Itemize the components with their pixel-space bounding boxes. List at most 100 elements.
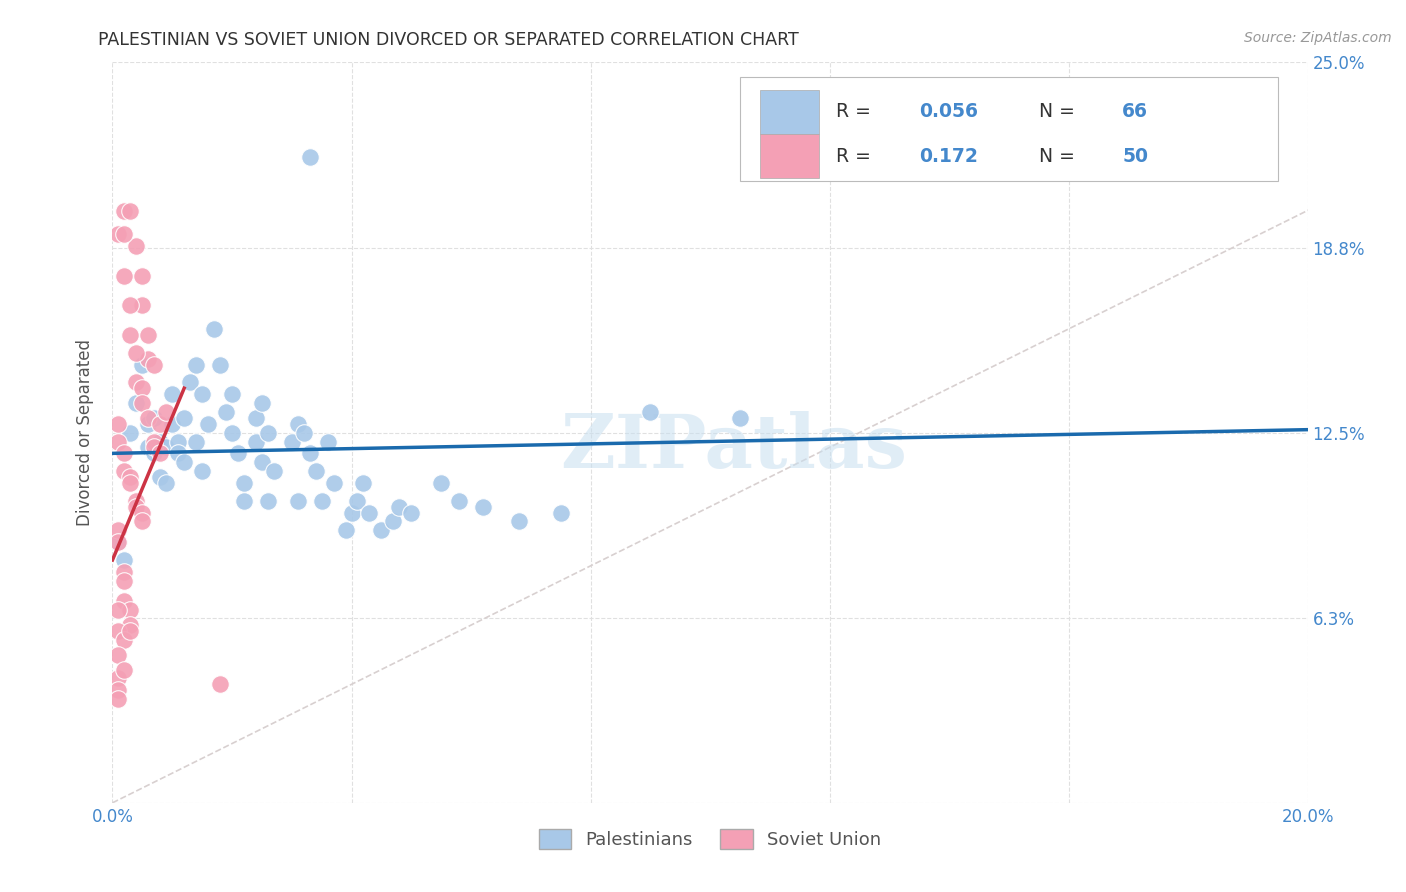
Point xyxy=(149,417,172,431)
Point xyxy=(728,410,751,425)
Point xyxy=(359,506,381,520)
Point xyxy=(125,376,148,390)
Point xyxy=(382,515,405,529)
Point xyxy=(233,475,256,490)
Point xyxy=(640,405,662,419)
Point xyxy=(138,441,160,455)
Point xyxy=(155,441,177,455)
Text: 0.172: 0.172 xyxy=(920,146,979,166)
Point xyxy=(287,493,309,508)
Point xyxy=(114,268,135,283)
Point xyxy=(245,434,267,449)
Point xyxy=(346,493,368,508)
Text: N =: N = xyxy=(1039,146,1081,166)
Point xyxy=(167,446,190,460)
Point xyxy=(191,464,214,478)
Legend: Palestinians, Soviet Union: Palestinians, Soviet Union xyxy=(531,822,889,856)
Point xyxy=(353,475,375,490)
Point xyxy=(114,203,135,218)
Point xyxy=(401,506,423,520)
Point xyxy=(114,565,135,579)
Point xyxy=(120,624,142,638)
Point xyxy=(186,358,208,372)
Point xyxy=(131,381,153,395)
Point xyxy=(120,425,142,440)
Text: ZIPatlas: ZIPatlas xyxy=(561,411,907,484)
FancyBboxPatch shape xyxy=(761,134,818,178)
Point xyxy=(131,506,153,520)
Text: PALESTINIAN VS SOVIET UNION DIVORCED OR SEPARATED CORRELATION CHART: PALESTINIAN VS SOVIET UNION DIVORCED OR … xyxy=(98,31,799,49)
Text: 50: 50 xyxy=(1122,146,1149,166)
Point xyxy=(125,345,148,359)
Point xyxy=(202,322,225,336)
Point xyxy=(120,203,142,218)
Point xyxy=(149,470,172,484)
Point xyxy=(186,434,208,449)
Point xyxy=(107,535,129,549)
Point xyxy=(131,515,153,529)
Point xyxy=(143,446,166,460)
Point xyxy=(149,446,172,460)
Point xyxy=(125,500,148,514)
Text: R =: R = xyxy=(835,103,876,121)
Point xyxy=(120,475,142,490)
FancyBboxPatch shape xyxy=(761,90,818,134)
Point xyxy=(322,475,344,490)
Point xyxy=(162,387,183,401)
Point xyxy=(250,396,273,410)
Point xyxy=(131,396,153,410)
Point xyxy=(292,425,315,440)
Point xyxy=(226,446,249,460)
Point xyxy=(120,298,142,312)
FancyBboxPatch shape xyxy=(740,78,1278,181)
Point xyxy=(107,535,129,549)
Point xyxy=(114,464,135,478)
Point xyxy=(298,150,321,164)
Text: 0.056: 0.056 xyxy=(920,103,979,121)
Point xyxy=(138,351,160,366)
Text: N =: N = xyxy=(1039,103,1081,121)
Point xyxy=(107,683,129,698)
Point xyxy=(120,603,142,617)
Point xyxy=(245,410,267,425)
Point xyxy=(263,464,285,478)
Point xyxy=(114,594,135,608)
Point xyxy=(316,434,339,449)
Point xyxy=(114,632,135,647)
Text: Source: ZipAtlas.com: Source: ZipAtlas.com xyxy=(1244,31,1392,45)
Point xyxy=(250,455,273,469)
Point xyxy=(120,618,142,632)
Point xyxy=(138,410,160,425)
Text: R =: R = xyxy=(835,146,876,166)
Point xyxy=(143,434,166,449)
Point xyxy=(388,500,411,514)
Point xyxy=(305,464,328,478)
Point xyxy=(179,376,201,390)
Point xyxy=(209,677,232,691)
Point xyxy=(114,227,135,242)
Point xyxy=(107,692,129,706)
Point xyxy=(197,417,219,431)
Point xyxy=(173,455,195,469)
Point xyxy=(107,603,129,617)
Point xyxy=(298,446,321,460)
Point xyxy=(155,475,177,490)
Point xyxy=(131,268,153,283)
Point xyxy=(335,524,357,538)
Point xyxy=(143,410,166,425)
Point xyxy=(138,327,160,342)
Point xyxy=(221,387,243,401)
Point xyxy=(287,417,309,431)
Point xyxy=(107,227,129,242)
Point xyxy=(138,417,160,431)
Point xyxy=(114,574,135,588)
Point xyxy=(107,417,129,431)
Point xyxy=(143,358,166,372)
Point xyxy=(107,672,129,686)
Point xyxy=(173,410,195,425)
Y-axis label: Divorced or Separated: Divorced or Separated xyxy=(76,339,94,526)
Point xyxy=(550,506,572,520)
Point xyxy=(449,493,471,508)
Point xyxy=(131,358,153,372)
Point xyxy=(281,434,304,449)
